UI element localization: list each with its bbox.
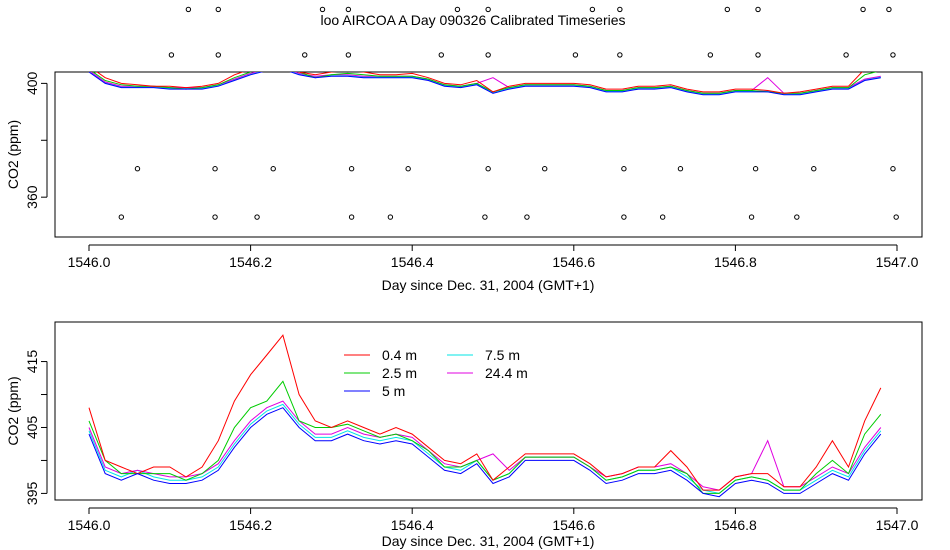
x-tick-label: 1546.0 (68, 517, 111, 533)
marker-point (707, 52, 714, 58)
legend-label: 5 m (382, 383, 405, 399)
x-tick-label: 1547.0 (876, 254, 919, 270)
marker-point (794, 214, 800, 220)
marker-point (254, 214, 260, 220)
marker-point (755, 6, 761, 13)
marker-point (387, 214, 394, 220)
marker-point (215, 52, 221, 58)
marker-point (659, 214, 666, 220)
x-tick-label: 1546.8 (714, 254, 757, 270)
y-tick-label: 405 (24, 416, 40, 440)
legend-label: 7.5 m (485, 347, 520, 363)
marker-point (811, 166, 817, 172)
marker-point (617, 52, 623, 58)
marker-point (215, 6, 221, 13)
marker-point (168, 52, 175, 58)
marker-point (860, 6, 866, 13)
marker-point (134, 166, 141, 172)
series-line-2-5-m (88, 380, 882, 494)
marker-point (621, 166, 627, 172)
bottom-panel: 1546.0 1546.2 1546.4 1546.6 1546.8 1547.0 395 4… (5, 321, 923, 549)
marker-point (589, 6, 596, 13)
series-line-0-4-m (96, 72, 863, 94)
marker-point (348, 214, 355, 220)
series-line-5-m (88, 407, 882, 498)
figure-title: loo AIRCOA A Day 090326 Calibrated Times… (320, 12, 625, 28)
marker-point (270, 166, 276, 172)
marker-point (302, 52, 308, 58)
marker-point (886, 6, 892, 13)
marker-point (524, 214, 530, 220)
legend-label: 2.5 m (382, 365, 417, 381)
marker-point (485, 166, 491, 172)
marker-point (485, 6, 491, 13)
marker-point (890, 166, 896, 172)
marker-point (212, 166, 218, 172)
x-tick-label: 1546.6 (552, 254, 595, 270)
series-line-7-5-m (88, 403, 882, 494)
marker-point (118, 214, 125, 220)
x-tick-label: 1546.2 (229, 517, 272, 533)
marker-point (748, 214, 755, 220)
y-tick-label: 395 (24, 482, 40, 506)
x-tick-label: 1546.4 (391, 254, 434, 270)
marker-point (438, 52, 444, 58)
marker-point (345, 52, 352, 58)
series-line-5-m (88, 72, 881, 96)
x-tick-label: 1546.4 (391, 517, 434, 533)
marker-point (752, 166, 759, 172)
legend: 0.4 m 2.5 m 5 m 7.5 m 24.4 m (344, 347, 528, 399)
marker-point (755, 52, 761, 58)
series-line-0-4-m (88, 334, 882, 491)
marker-point (843, 52, 849, 58)
x-tick-label: 1546.2 (229, 254, 272, 270)
x-axis-label: Day since Dec. 31, 2004 (GMT+1) (382, 277, 595, 293)
x-tick-label: 1546.8 (714, 517, 757, 533)
plot-frame (54, 321, 923, 501)
y-tick-label: 415 (24, 350, 40, 374)
marker-point (212, 214, 218, 220)
x-tick-label: 1546.6 (552, 517, 595, 533)
x-axis-label: Day since Dec. 31, 2004 (GMT+1) (382, 533, 595, 549)
marker-point (542, 166, 548, 172)
marker-point (890, 52, 896, 58)
top-panel: 1546.0 1546.2 1546.4 1546.6 1546.8 1547.0 360 4… (5, 6, 923, 293)
marker-point (345, 6, 352, 13)
marker-point (485, 52, 491, 58)
marker-point (185, 6, 192, 13)
legend-label: 24.4 m (485, 365, 528, 381)
y-tick-label: 360 (24, 185, 40, 209)
marker-point (319, 6, 326, 13)
marker-point (677, 166, 684, 172)
y-axis-label: CO2 (ppm) (5, 376, 21, 445)
marker-point (621, 214, 627, 220)
x-tick-label: 1547.0 (876, 517, 919, 533)
marker-point (617, 6, 623, 13)
marker-point (405, 166, 411, 172)
y-axis-label: CO2 (ppm) (5, 120, 21, 189)
legend-label: 0.4 m (382, 347, 417, 363)
y-tick-label: 400 (24, 71, 40, 95)
series-line-2-5-m (92, 72, 878, 94)
marker-point (572, 52, 579, 58)
marker-point (893, 214, 899, 220)
marker-point (482, 214, 488, 220)
plot-frame (54, 71, 923, 238)
x-tick-label: 1546.0 (68, 254, 111, 270)
marker-point (348, 166, 355, 172)
marker-point (724, 6, 731, 13)
marker-point (454, 6, 461, 13)
